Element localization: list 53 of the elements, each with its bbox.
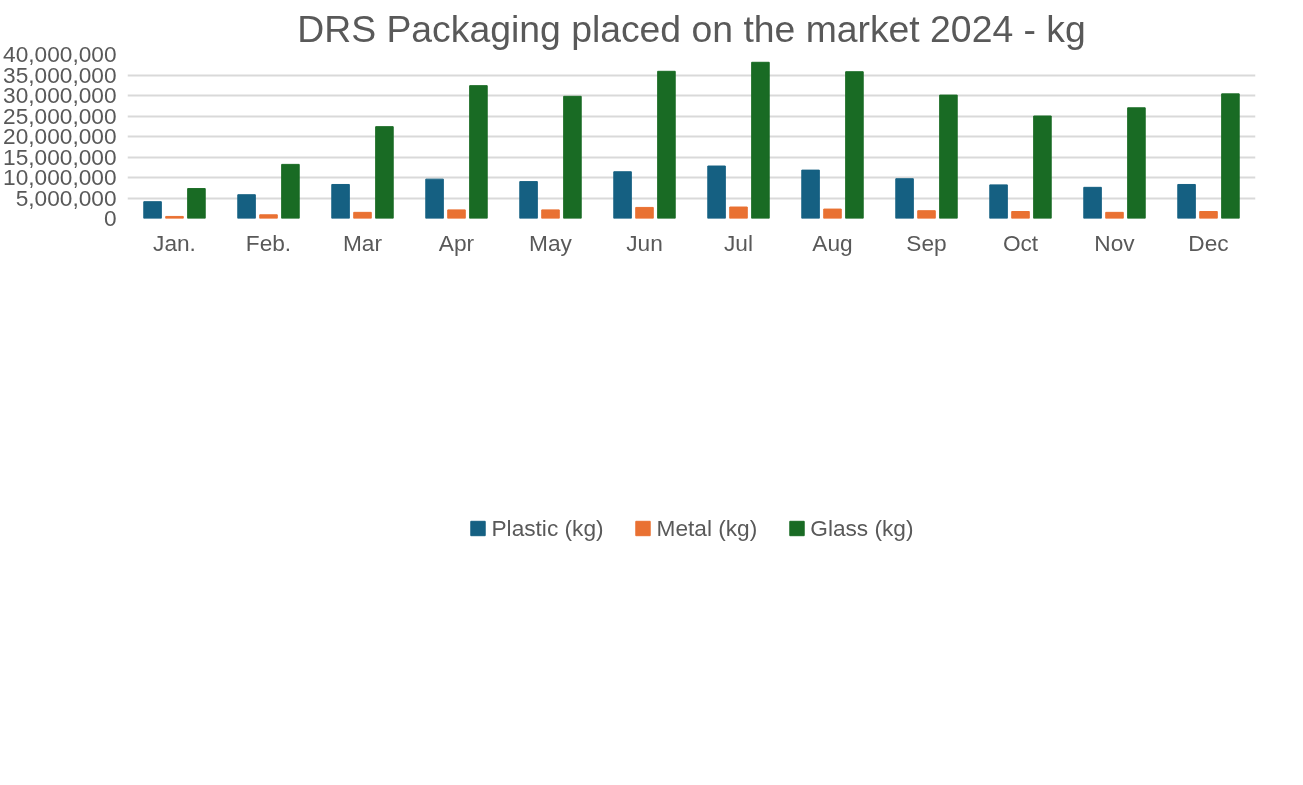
bar [801,169,820,219]
bar [353,211,372,219]
bar [281,163,300,219]
bar [519,181,538,219]
x-tick-label: May [529,229,573,256]
bar [187,188,206,219]
bar [1199,211,1218,219]
bar [939,94,958,219]
bar [635,206,654,219]
x-tick-label: Jun [626,229,663,256]
bar [729,206,748,219]
bar [143,201,162,219]
bar [613,171,632,219]
bar [751,61,770,219]
bar [989,184,1008,219]
bar [707,165,726,219]
bar [845,71,864,219]
bar [1221,93,1240,219]
y-tick-label: 0 [103,205,117,231]
legend-label: Metal (kg) [656,514,758,542]
x-tick-label: Nov [1094,229,1136,256]
bar [1033,115,1052,219]
bar [917,210,936,219]
bar [469,85,488,219]
chart-title: DRS Packaging placed on the market 2024 - kg [297,7,1086,50]
bar [331,183,350,219]
x-tick-label: Dec [1188,229,1229,256]
bar [447,209,466,219]
bar [1105,211,1124,219]
x-tick-label: Feb. [245,229,292,256]
bar [541,209,560,219]
bar [1011,211,1030,219]
x-tick-label: Apr [438,229,475,256]
bar [237,194,256,219]
x-tick-label: Jan. [153,229,196,256]
bar [1083,186,1102,219]
bar [823,208,842,219]
x-tick-label: Jul [724,229,753,256]
bar [657,70,676,219]
bar [1177,183,1196,219]
bar [375,126,394,219]
x-tick-label: Sep [906,229,947,256]
bar [1127,107,1146,219]
bar [895,178,914,219]
legend-label: Glass (kg) [810,514,914,542]
x-tick-label: Aug [812,229,853,256]
bar [259,214,278,219]
y-tick-label: 40,000,000 [3,41,117,67]
bar [563,95,582,219]
x-tick-label: Mar [342,229,383,256]
legend-label: Plastic (kg) [491,514,604,542]
x-tick-label: Oct [1002,229,1039,256]
bar [425,178,444,219]
